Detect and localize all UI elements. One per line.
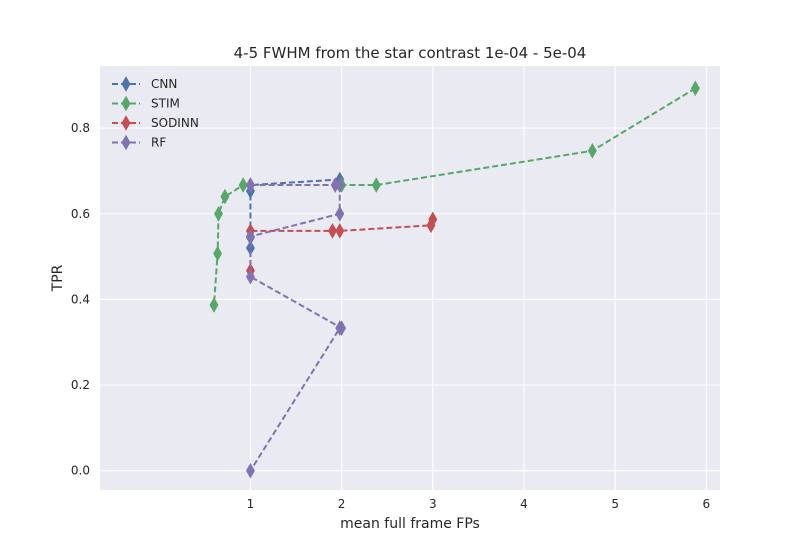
legend-item-rf: RF [112,134,166,151]
legend-marker-sodinn [121,115,131,131]
legend-marker-stim [121,95,131,112]
data-point-stim [371,177,381,193]
legend: CNN STIM SODINN RF [112,76,199,151]
y-tick-label: 0.8 [71,121,90,135]
y-tick-labels: 0.0 0.2 0.4 0.6 0.8 [71,121,90,478]
legend-item-cnn: CNN [112,76,177,92]
chart-title: 4-5 FWHM from the star contrast 1e-04 - … [234,44,587,62]
x-tick-label: 4 [520,497,528,511]
data-point-sodinn [328,223,337,239]
data-point-stim [214,205,223,222]
legend-label-rf: RF [151,136,166,150]
legend-marker-cnn [121,76,131,92]
data-point-sodinn [335,223,345,239]
legend-label-sodinn: SODINN [151,116,199,130]
y-tick-label: 0.0 [71,464,90,478]
data-point-stim [209,297,219,313]
data-point-stim [690,80,700,97]
y-tick-label: 0.4 [71,292,90,306]
legend-item-sodinn: SODINN [112,115,199,131]
y-tick-label: 0.2 [71,378,90,392]
legend-marker-rf [121,134,131,151]
data-point-rf [245,177,255,193]
x-tick-label: 6 [703,497,711,511]
legend-item-stim: STIM [112,95,180,112]
x-tick-label: 3 [429,497,437,511]
data-point-rf [335,320,345,336]
y-tick-label: 0.6 [71,207,90,221]
series-rf [245,177,347,479]
data-point-rf [245,462,255,479]
data-point-sodinn [426,217,436,234]
y-axis-label: TPR [50,264,66,292]
data-point-rf [335,177,345,193]
series-stim [209,80,700,313]
x-axis-label: mean full frame FPs [340,516,480,532]
data-point-rf [245,228,255,245]
legend-label-stim: STIM [151,97,180,111]
data-point-stim [213,245,223,262]
data-point-stim [220,188,230,205]
legend-label-cnn: CNN [151,77,177,91]
x-tick-label: 1 [247,497,255,511]
x-tick-label: 2 [338,497,346,511]
series-layer [209,80,700,479]
data-point-stim [587,142,597,159]
data-point-rf [335,205,345,222]
data-point-stim [238,177,248,193]
x-tick-label: 5 [611,497,619,511]
x-tick-labels: 1 2 3 4 5 6 [247,497,711,511]
data-point-rf [245,268,255,285]
